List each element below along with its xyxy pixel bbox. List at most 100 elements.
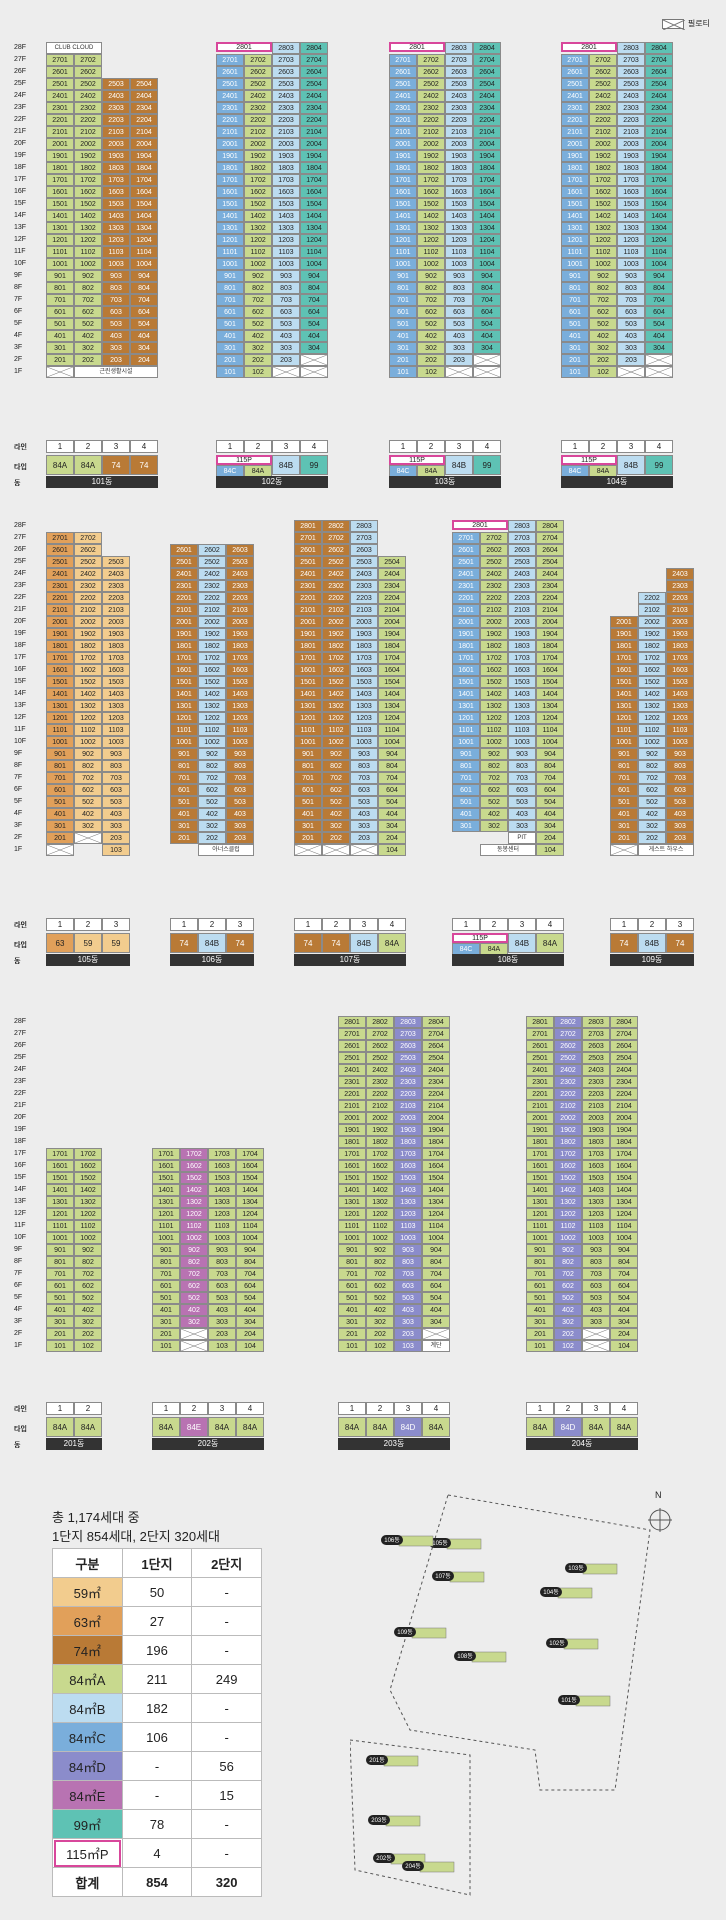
unit-cell: 1002 <box>74 1232 102 1244</box>
unit-cell: 101 <box>338 1340 366 1352</box>
unit-cell: 603 <box>666 784 694 796</box>
unit-cell: 1301 <box>389 222 417 234</box>
unit-cell: 601 <box>338 1280 366 1292</box>
unit-cell: 602 <box>638 784 666 796</box>
unit-cell: 403 <box>508 808 536 820</box>
unit-cell: 1401 <box>46 1184 74 1196</box>
unit-cell: 2703 <box>350 532 378 544</box>
floor-label: 12F <box>14 1210 27 1217</box>
unit-cell: 304 <box>536 820 564 832</box>
unit-cell: 302 <box>366 1316 394 1328</box>
unit-cell: 703 <box>445 294 473 306</box>
unit-cell: 2603 <box>350 544 378 556</box>
unit-cell: 1702 <box>638 652 666 664</box>
unit-cell: 2602 <box>74 544 102 556</box>
unit-cell: 901 <box>46 270 74 282</box>
unit-cell: 2302 <box>366 1076 394 1088</box>
unit-cell: 1401 <box>46 688 74 700</box>
unit-cell: 2001 <box>294 616 322 628</box>
unit-cell: 301 <box>452 820 480 832</box>
unit-cell: 803 <box>394 1256 422 1268</box>
type-cell: 84㎡E <box>52 1780 123 1810</box>
unit-cell: 2302 <box>244 102 272 114</box>
unit-cell: 1201 <box>216 234 244 246</box>
unit-cell: 402 <box>589 330 617 342</box>
unit-cell: 2303 <box>508 580 536 592</box>
unit-cell: 1402 <box>366 1184 394 1196</box>
unit-cell: 1502 <box>480 676 508 688</box>
unit-cell: 1901 <box>526 1124 554 1136</box>
unit-cell: 701 <box>561 294 589 306</box>
row-label-dong: 동 <box>14 1442 21 1449</box>
line-number: 2 <box>480 918 508 931</box>
unit-cell: 201 <box>389 354 417 366</box>
unit-cell: 2803 <box>617 42 645 54</box>
special-type-115p: 115P <box>561 455 617 465</box>
unit-cell: 201 <box>526 1328 554 1340</box>
summary-line-2: 1단지 854세대, 2단지 320세대 <box>52 1529 220 1544</box>
unit-cell: 501 <box>294 796 322 808</box>
unit-cell: 302 <box>74 342 102 354</box>
floor-label: 3F <box>14 1318 23 1325</box>
unit-cell: 403 <box>350 808 378 820</box>
unit-cell: 1304 <box>422 1196 450 1208</box>
unit-cell: 2301 <box>452 580 480 592</box>
unit-cell: 602 <box>198 784 226 796</box>
unit-cell: 803 <box>350 760 378 772</box>
unit-cell: 1701 <box>389 174 417 186</box>
floor-label: 5F <box>14 798 23 805</box>
row-label-dong: 동 <box>14 1442 21 1449</box>
unit-cell: 1503 <box>508 676 536 688</box>
unit-cell: 2504 <box>610 1052 638 1064</box>
svg-text:204동: 204동 <box>405 1863 421 1870</box>
unit-cell: 603 <box>394 1280 422 1292</box>
unit-cell: 1601 <box>452 664 480 676</box>
unit-cell: 1604 <box>610 1160 638 1172</box>
unit-cell: 1202 <box>366 1208 394 1220</box>
unit-cell: 902 <box>366 1244 394 1256</box>
unit-cell: 1204 <box>378 712 406 724</box>
unit-cell: 1403 <box>445 210 473 222</box>
unit-cell: 2502 <box>366 1052 394 1064</box>
unit-cell: 502 <box>198 796 226 808</box>
unit-cell: 203 <box>272 354 300 366</box>
type-cell: 84A <box>74 455 102 475</box>
unit-cell: 2503 <box>272 78 300 90</box>
site-map: 101동 102동 103동 104동 105동 106동 107동 108동 109동 201동… <box>349 1490 690 1910</box>
line-number: 2 <box>198 918 226 931</box>
unit-cell: 2001 <box>526 1112 554 1124</box>
unit-cell: 1802 <box>322 640 350 652</box>
unit-cell: 1903 <box>445 150 473 162</box>
dong-name: 102동 <box>216 476 328 488</box>
unit-cell: 201 <box>216 354 244 366</box>
floor-label: 15F <box>14 678 27 685</box>
unit-cell: 2201 <box>338 1088 366 1100</box>
unit-cell: 2402 <box>366 1064 394 1076</box>
unit-cell: 1601 <box>294 664 322 676</box>
unit-cell: 804 <box>378 760 406 772</box>
unit-cell: 2402 <box>74 90 102 102</box>
unit-cell: 1901 <box>452 628 480 640</box>
club-cloud-label: CLUB CLOUD <box>46 42 102 54</box>
row-label-line: 라인 <box>14 922 27 929</box>
unit-cell: 1301 <box>526 1196 554 1208</box>
unit-cell: 602 <box>74 1280 102 1292</box>
type-cell: 84D <box>554 1417 582 1437</box>
unit-cell: 801 <box>46 760 74 772</box>
phase2-count: - <box>191 1635 262 1665</box>
unit-cell: 1801 <box>46 640 74 652</box>
line-number: 3 <box>226 918 254 931</box>
unit-cell: 1702 <box>244 174 272 186</box>
floor-label: 1F <box>14 846 23 853</box>
unit-cell: 1303 <box>102 700 130 712</box>
unit-cell: 1902 <box>417 150 445 162</box>
unit-cell: 1403 <box>102 210 130 222</box>
row-label-type: 타입 <box>14 1426 27 1433</box>
line-number: 2 <box>589 440 617 453</box>
floor-label: 21F <box>14 128 27 135</box>
type-cell: 74 <box>666 933 694 953</box>
unit-cell: 2603 <box>617 66 645 78</box>
unit-cell: 2702 <box>322 532 350 544</box>
row-label-type: 타입 <box>14 942 27 949</box>
unit-cell: 1101 <box>561 246 589 258</box>
